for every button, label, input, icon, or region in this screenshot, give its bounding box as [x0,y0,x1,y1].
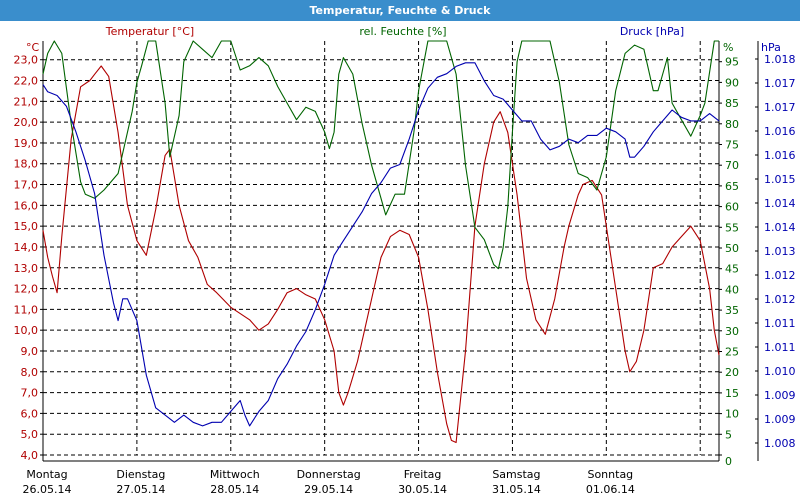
humidity-tick-label: 30 [725,325,739,338]
pressure-tick-label: 1.014 [764,197,796,210]
temperature-tick-label: 15,0 [14,220,39,233]
temperature-tick-label: 14,0 [14,241,39,254]
pressure-tick-label: 1.012 [764,269,796,282]
window-title: Temperatur, Feuchte & Druck [0,0,800,21]
day-name-label: Freitag [404,468,442,481]
pressure-tick-label: 1.011 [764,341,796,354]
humidity-series-line [42,40,719,270]
humidity-tick-label: 15 [725,387,739,400]
date-label: 27.05.14 [116,483,165,496]
humidity-tick-label: 60 [725,201,739,214]
day-name-label: Dienstag [116,468,165,481]
humidity-tick-label: 65 [725,180,739,193]
temperature-tick-label: 21,0 [14,95,39,108]
temperature-tick-label: 8,0 [21,366,39,379]
temperature-axis-title: Temperatur [°C] [105,25,194,38]
humidity-tick-label: 90 [725,76,739,89]
pressure-tick-label: 1.017 [764,77,796,90]
humidity-tick-label: 0 [725,455,732,468]
humidity-tick-label: 80 [725,118,739,131]
pressure-tick-label: 1.013 [764,245,796,258]
day-name-label: Donnerstag [297,468,361,481]
humidity-tick-label: 10 [725,408,739,421]
pressure-unit: hPa [761,41,781,54]
pressure-tick-label: 1.010 [764,365,796,378]
date-label: 26.05.14 [23,483,72,496]
pressure-tick-label: 1.016 [764,125,796,138]
humidity-unit: % [723,41,733,54]
day-name-label: Mittwoch [210,468,260,481]
pressure-tick-label: 1.018 [764,53,796,66]
humidity-tick-label: 55 [725,221,739,234]
date-label: 29.05.14 [304,483,353,496]
grid [42,41,719,456]
pressure-tick-label: 1.008 [764,437,796,450]
temperature-tick-label: 18,0 [14,158,39,171]
temperature-series-line [42,65,720,444]
pressure-tick-label: 1.017 [764,101,796,114]
day-name-label: Samstag [492,468,540,481]
series-lines [42,40,720,444]
humidity-tick-label: 95 [725,56,739,69]
temperature-tick-label: 11,0 [14,303,39,316]
temperature-tick-label: 13,0 [14,262,39,275]
day-name-label: Sonntag [587,468,633,481]
pressure-axis-title: Druck [hPa] [620,25,684,38]
temperature-tick-label: 6,0 [21,407,39,420]
humidity-tick-label: 70 [725,159,739,172]
date-label: 28.05.14 [210,483,259,496]
temperature-tick-label: 20,0 [14,116,39,129]
pressure-series-line [42,62,720,427]
humidity-tick-label: 50 [725,242,739,255]
date-label: 31.05.14 [492,483,541,496]
temperature-tick-label: 7,0 [21,387,39,400]
pressure-tick-label: 1.012 [764,293,796,306]
temperature-tick-label: 19,0 [14,137,39,150]
humidity-tick-label: 75 [725,139,739,152]
date-label: 01.06.14 [586,483,635,496]
humidity-tick-label: 45 [725,263,739,276]
temperature-tick-label: 22,0 [14,75,39,88]
humidity-tick-label: 5 [725,428,732,441]
pressure-tick-label: 1.014 [764,221,796,234]
temperature-tick-label: 17,0 [14,179,39,192]
axes: 4,0 5,0 6,0 7,0 8,0 9,0 10,0 11,0 12,0 13,0 14,0 15… [14,41,796,496]
temperature-tick-label: 4,0 [21,449,39,462]
temperature-unit: °C [26,41,40,54]
pressure-tick-label: 1.009 [764,389,796,402]
temperature-tick-label: 5,0 [21,428,39,441]
date-label: 30.05.14 [398,483,447,496]
temperature-tick-label: 23,0 [14,54,39,67]
temperature-tick-label: 9,0 [21,345,39,358]
day-name-label: Montag [26,468,67,481]
humidity-axis-title: rel. Feuchte [%] [359,25,446,38]
pressure-tick-label: 1.011 [764,317,796,330]
temperature-tick-label: 16,0 [14,199,39,212]
pressure-tick-label: 1.016 [764,149,796,162]
humidity-tick-label: 25 [725,346,739,359]
humidity-tick-label: 85 [725,97,739,110]
temperature-tick-label: 10,0 [14,324,39,337]
pressure-tick-label: 1.015 [764,173,796,186]
humidity-tick-label: 40 [725,283,739,296]
temperature-tick-label: 12,0 [14,283,39,296]
humidity-tick-label: 35 [725,304,739,317]
pressure-tick-label: 1.009 [764,413,796,426]
humidity-tick-label: 20 [725,366,739,379]
